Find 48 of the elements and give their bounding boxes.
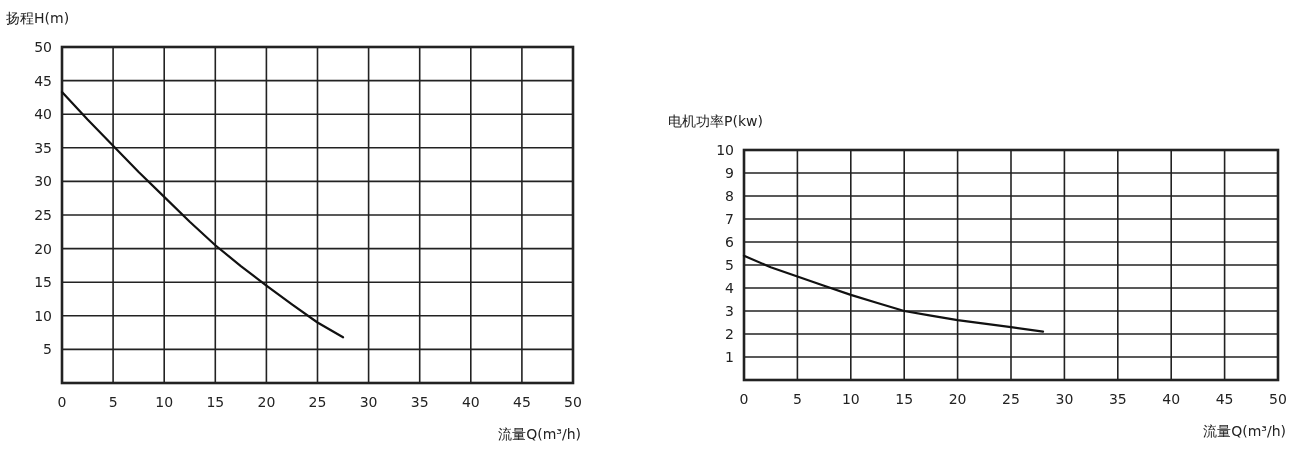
x-tick-label: 35 bbox=[410, 394, 429, 410]
y-tick-label: 40 bbox=[34, 106, 52, 123]
y-axis-title: 电机功率P(kw) bbox=[668, 113, 763, 129]
x-tick-label: 30 bbox=[1055, 391, 1074, 407]
x-tick-label: 20 bbox=[257, 394, 276, 410]
y-tick-label: 25 bbox=[34, 207, 52, 223]
y-tick-label: 20 bbox=[34, 240, 52, 257]
y-tick-label: 5 bbox=[43, 341, 52, 358]
x-tick-label: 50 bbox=[564, 394, 582, 410]
x-tick-label: 0 bbox=[57, 394, 67, 410]
x-tick-label: 15 bbox=[895, 391, 914, 407]
x-tick-label: 40 bbox=[1162, 391, 1181, 407]
x-tick-label: 10 bbox=[841, 391, 860, 407]
y-tick-label: 10 bbox=[34, 307, 52, 324]
x-tick-label: 0 bbox=[739, 391, 749, 407]
x-tick-label: 35 bbox=[1108, 391, 1127, 407]
y-tick-label: 2 bbox=[725, 326, 734, 342]
x-tick-label: 40 bbox=[461, 394, 480, 410]
y-tick-label: 6 bbox=[725, 234, 735, 250]
x-tick-label: 20 bbox=[948, 391, 967, 407]
y-tick-label: 8 bbox=[725, 188, 734, 204]
y-tick-label: 3 bbox=[725, 303, 734, 319]
y-tick-label: 4 bbox=[725, 280, 735, 296]
y-tick-label: 35 bbox=[34, 139, 52, 156]
line-series bbox=[60, 90, 345, 339]
y-tick-label: 30 bbox=[34, 173, 52, 190]
x-tick-label: 25 bbox=[308, 394, 327, 410]
x-tick-label: 5 bbox=[792, 391, 802, 407]
x-axis-title: 流量Q(m³/h) bbox=[1203, 423, 1286, 439]
y-axis-title: 扬程H(m) bbox=[6, 10, 70, 26]
line-series bbox=[742, 254, 1045, 333]
x-tick-label: 10 bbox=[155, 394, 174, 410]
y-tick-label: 10 bbox=[716, 142, 734, 158]
x-axis-title: 流量Q(m³/h) bbox=[498, 426, 581, 442]
x-tick-label: 15 bbox=[206, 394, 225, 410]
x-tick-label: 30 bbox=[359, 394, 378, 410]
y-tick-label: 1 bbox=[725, 349, 734, 365]
y-tick-label: 9 bbox=[725, 165, 734, 181]
x-tick-label: 50 bbox=[1269, 391, 1287, 407]
x-tick-label: 25 bbox=[1002, 391, 1020, 407]
y-tick-label: 50 bbox=[34, 39, 52, 55]
y-tick-label: 45 bbox=[34, 72, 52, 89]
y-tick-label: 5 bbox=[725, 257, 734, 273]
x-tick-label: 5 bbox=[108, 394, 118, 410]
x-tick-label: 45 bbox=[512, 394, 531, 410]
x-tick-label: 45 bbox=[1215, 391, 1234, 407]
y-tick-label: 7 bbox=[725, 211, 734, 227]
y-tick-label: 15 bbox=[34, 274, 52, 291]
